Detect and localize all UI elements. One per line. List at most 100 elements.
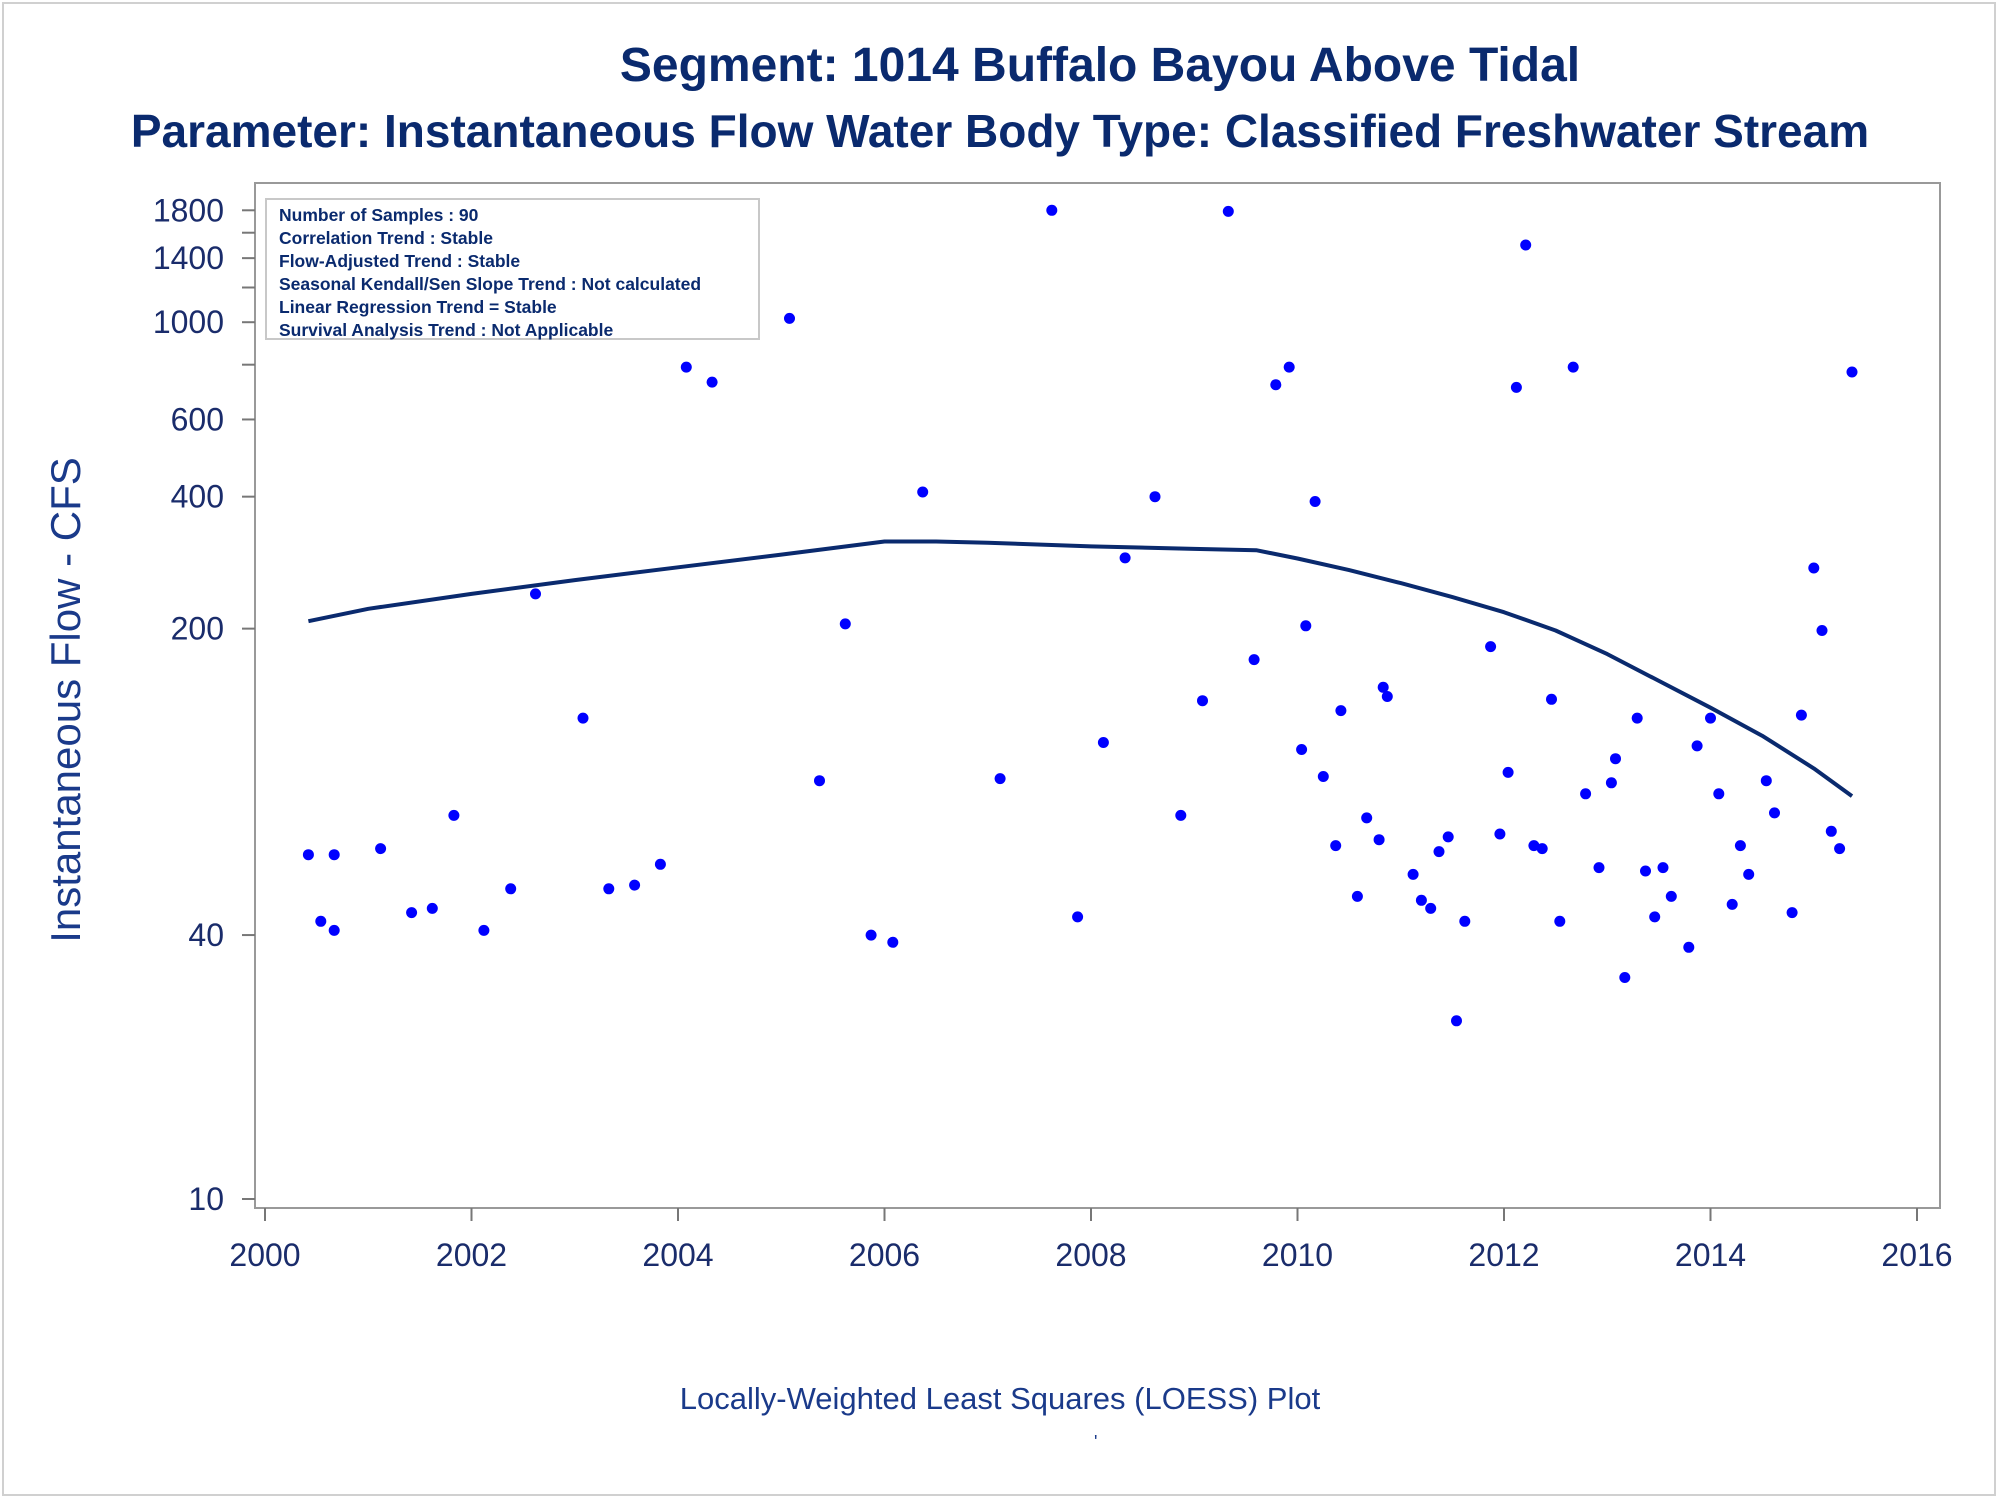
data-point [1705,712,1716,724]
x-tick-label: 2016 [1881,1237,1952,1273]
data-point [1691,740,1703,752]
x-tick-label: 2010 [1262,1237,1333,1273]
data-point [994,773,1006,785]
data-point [1300,620,1312,632]
data-point [1072,911,1084,923]
data-point [1605,777,1617,789]
data-point [1610,753,1621,765]
data-point [1407,868,1419,880]
data-point [1760,775,1772,787]
data-point [1795,709,1807,721]
data-point [1485,641,1497,653]
stats-line-correlation: Correlation Trend : Stable [279,228,493,248]
chart-subtitle: Parameter: Instantaneous Flow Water Body… [130,105,1870,157]
data-point [1520,239,1532,251]
data-point [654,858,666,870]
data-point [1567,361,1579,373]
data-point [1270,379,1282,391]
loess-line-group [307,539,1854,798]
data-point [1248,654,1260,666]
y-axis-label: Instantaneous Flow - CFS [42,457,89,943]
data-point [1296,744,1308,755]
data-point [1619,972,1631,983]
data-point [1554,915,1566,927]
y-tick-label: 1800 [153,192,224,228]
data-point [1846,366,1858,378]
data-point [1816,625,1828,636]
data-point [328,924,340,936]
y-tick-label: 1000 [153,304,224,340]
data-point [1769,807,1780,819]
data-point [1743,868,1755,880]
data-point [1494,828,1506,840]
data-point [1222,205,1234,217]
data-point [1640,865,1651,877]
y-tick-label: 600 [171,401,224,437]
stats-line-survival: Survival Analysis Trend : Not Applicable [279,320,614,340]
data-point [302,849,314,861]
data-point [406,907,418,919]
data-point [1335,705,1347,717]
data-point [1665,890,1677,902]
data-point [1361,812,1373,824]
data-point [887,936,899,948]
data-point [839,618,851,630]
data-point [1433,846,1445,858]
y-axis: 10 40 200 400 600 1000 1400 1800 [153,192,255,1217]
data-point [1510,381,1522,393]
data-point [1415,894,1427,906]
y-tick-label: 10 [188,1181,224,1217]
data-point [865,929,877,941]
y-tick-label: 40 [188,917,224,953]
data-point [315,915,327,927]
data-point [1119,552,1131,564]
data-point [530,588,541,600]
data-point [1786,907,1798,919]
data-point [1330,840,1342,852]
data-point [603,883,615,895]
x-tick-label: 2014 [1675,1237,1746,1273]
data-point [1649,911,1661,923]
data-point [1317,771,1329,782]
x-tick-label: 2002 [436,1237,507,1273]
data-point [478,924,490,936]
scatter-points-group [302,204,1858,1027]
data-point [1536,843,1548,855]
data-point [1425,902,1437,914]
y-tick-label: 200 [171,611,224,647]
loess-line [307,539,1854,798]
data-point [1825,825,1837,837]
stats-line-seasonal-kendall: Seasonal Kendall/Sen Slope Trend : Not c… [279,274,702,294]
stats-line-linear-regression: Linear Regression Trend = Stable [279,297,557,317]
data-point [1175,809,1187,821]
data-point [1309,496,1321,507]
data-point [1726,898,1738,910]
plot-footnote: Locally-Weighted Least Squares (LOESS) P… [679,1381,1321,1416]
plot-area-border [254,182,1941,1209]
x-axis: 2000 2002 2004 2006 2008 2010 2012 2014 2016 [229,1208,1953,1273]
x-tick-label: 2000 [229,1237,300,1273]
data-point [1546,693,1557,705]
data-point [784,312,795,324]
data-point [1351,890,1363,902]
data-point [375,843,387,855]
data-point [1593,862,1605,874]
x-tick-label: 2008 [1055,1237,1126,1273]
data-point [328,849,340,861]
data-point [629,879,641,891]
data-point [1373,834,1385,846]
data-point [814,775,825,787]
trend-stats-box: Number of Samples : 90 Correlation Trend… [265,198,760,340]
chart-title: Segment: 1014 Buffalo Bayou Above Tidal [619,39,1581,92]
data-point [1580,788,1592,800]
data-point [1377,681,1389,693]
data-point [1097,737,1109,748]
footnote-mark: ' [1094,1432,1098,1452]
data-point [1713,788,1725,800]
y-tick-label: 1400 [153,240,224,276]
data-point [706,376,718,388]
data-point [1149,491,1161,503]
data-point [1734,840,1746,852]
